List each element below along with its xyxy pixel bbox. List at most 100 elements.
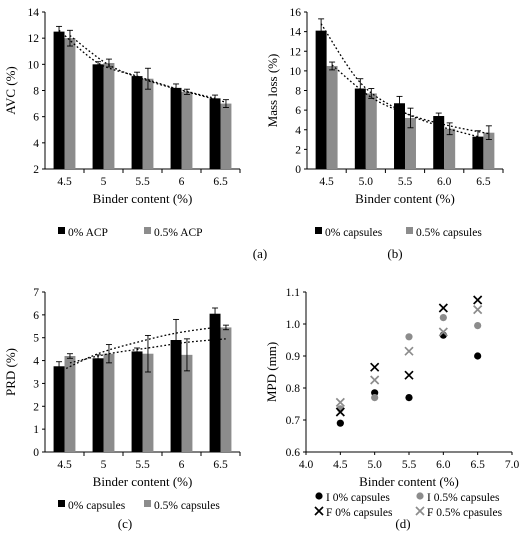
y-tick-label: 14: [28, 7, 40, 19]
x-tick-label: 5.0: [359, 176, 374, 188]
data-point: [370, 362, 380, 372]
y-tick-label: 16: [290, 7, 302, 19]
bar: [170, 87, 182, 169]
x-tick-label: 4.5: [319, 176, 334, 188]
bar: [209, 313, 221, 452]
y-tick-label: 10: [290, 66, 302, 78]
bar: [483, 132, 495, 169]
panel-label: (c): [118, 516, 132, 531]
bar: [472, 136, 484, 169]
y-tick-label: 1: [33, 424, 39, 436]
bar: [53, 31, 65, 169]
bar: [433, 116, 445, 169]
x-tick-label: 5.5: [398, 176, 413, 188]
bar: [142, 78, 154, 169]
y-tick-label: 14: [290, 27, 302, 39]
x-tick-label: 4.5: [57, 459, 72, 471]
y-tick-label: 4: [33, 138, 39, 150]
data-point: [474, 352, 482, 360]
bar: [64, 356, 76, 452]
y-tick-label: 12: [290, 46, 302, 58]
bar: [181, 91, 193, 169]
legend-label: 0.5% capsules: [416, 227, 482, 239]
bar: [64, 38, 76, 169]
bar: [181, 354, 193, 452]
data-point: [438, 327, 448, 337]
panel-avc: 2 4 6 8 10 12 14 Binder content (%) AVC (%) 4.5 5 5…: [3, 7, 267, 261]
data-point: [405, 333, 413, 341]
legend-marker: [315, 227, 322, 234]
legend-label: 0% capsules: [325, 227, 383, 239]
bar: [131, 351, 143, 452]
panel-mass-loss: 0 2 4 6 8 10 12 14 16 Binder content (%) Mass loss…: [265, 7, 504, 261]
x-axis-label: Binder content (%): [355, 191, 455, 206]
x-tick-label: 4.0: [299, 459, 314, 471]
x-tick-label: 6.0: [437, 176, 452, 188]
legend-label: I 0.5% capsules: [427, 492, 500, 504]
trend-line: [320, 23, 479, 138]
bar: [405, 117, 416, 169]
x-tick-label: 6: [179, 459, 185, 471]
data-point: [336, 419, 344, 427]
legend-marker: [415, 506, 425, 516]
y-tick-label: 2: [33, 401, 39, 413]
legend-marker: [144, 227, 151, 234]
bar: [394, 103, 405, 169]
legend-marker: [315, 492, 323, 500]
x-tick-label: 5.0: [367, 459, 382, 471]
panel-label: (b): [387, 246, 402, 261]
y-tick-label: 2: [295, 144, 301, 156]
data-point: [404, 346, 414, 356]
y-tick-label: 7: [33, 287, 39, 299]
x-axis-label: Binder content (%): [359, 474, 459, 489]
data-point: [335, 397, 345, 408]
y-tick-label: 5: [33, 333, 39, 345]
y-tick-label: 4: [33, 356, 39, 368]
x-tick-label: 6.0: [436, 459, 451, 471]
legend-marker: [144, 500, 151, 507]
panel-label: (a): [253, 246, 267, 261]
bar: [103, 353, 115, 452]
x-tick-label: 7.0: [505, 459, 520, 471]
y-tick-label: 0.8: [286, 383, 301, 395]
y-tick-label: 4: [295, 125, 301, 137]
trend-line: [58, 29, 216, 99]
x-tick-label: 5: [101, 176, 107, 188]
y-axis-label: MPD (mm): [264, 342, 279, 402]
y-tick-label: 8: [295, 86, 301, 98]
data-point: [473, 304, 483, 315]
bar: [131, 76, 143, 169]
x-tick-label: 5.5: [402, 459, 417, 471]
bar: [92, 358, 104, 452]
legend-marker: [58, 500, 65, 507]
x-tick-label: 4.5: [57, 176, 72, 188]
x-tick-label: 6: [179, 176, 185, 188]
bar: [354, 88, 366, 169]
y-tick-label: 6: [33, 112, 39, 124]
x-axis-label: Binder content (%): [93, 191, 193, 206]
data-point: [404, 370, 414, 380]
data-point: [439, 314, 447, 322]
data-point: [405, 394, 413, 402]
x-tick-label: 5: [101, 459, 107, 471]
trend-line: [69, 35, 227, 103]
legend-label: 0% capsules: [68, 500, 126, 512]
bar: [220, 327, 232, 452]
legend-label: I 0% capsules: [326, 492, 390, 504]
y-tick-label: 10: [28, 59, 40, 71]
bar: [444, 128, 456, 169]
legend-marker: [406, 227, 413, 234]
legend-marker: [58, 227, 65, 234]
y-tick-label: 0.7: [286, 415, 301, 427]
bar: [220, 103, 232, 169]
y-tick-label: 12: [28, 33, 40, 45]
bar: [326, 65, 338, 169]
data-point: [473, 295, 483, 305]
legend-label: F 0% capsules: [326, 507, 393, 519]
x-tick-label: 6.5: [213, 459, 228, 471]
y-tick-label: 0.6: [286, 447, 301, 459]
bar: [103, 63, 115, 169]
bar: [315, 30, 327, 169]
x-tick-label: 6.5: [213, 176, 228, 188]
